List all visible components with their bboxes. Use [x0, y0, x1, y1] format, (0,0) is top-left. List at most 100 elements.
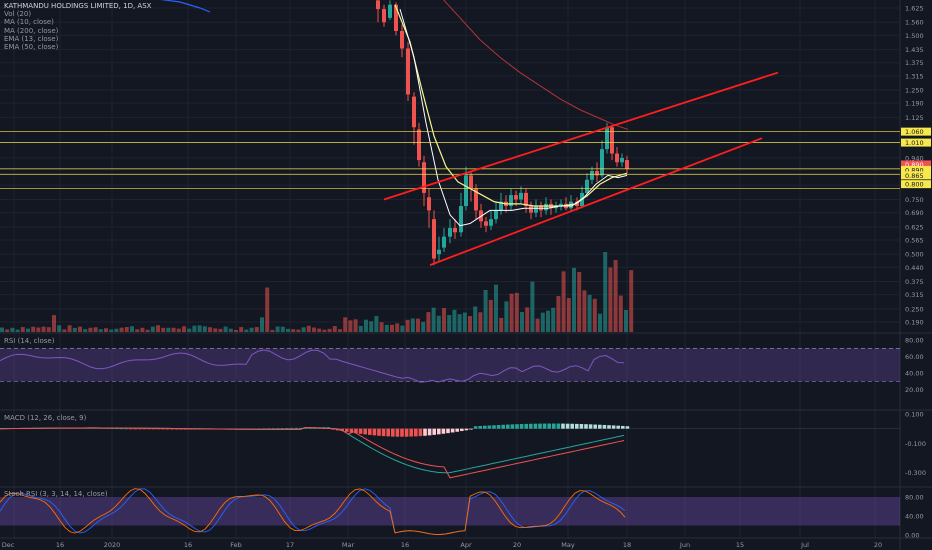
price-tag-label: 0.865	[905, 172, 924, 180]
legend-ema50[interactable]: EMA (50, close)	[4, 43, 59, 52]
volume-bar	[78, 326, 82, 332]
stoch-d-line	[0, 488, 626, 535]
macd-histogram-bar	[414, 428, 418, 437]
legend-ma200[interactable]: MA (200, close)	[4, 26, 59, 35]
stoch-pane-label[interactable]: Stoch RSI (3, 3, 14, 14, close)	[4, 490, 108, 498]
rsi-pane-label[interactable]: RSI (14, close)	[4, 337, 55, 345]
volume-bar	[57, 325, 62, 332]
candle-body	[388, 4, 392, 18]
rsi-axis-tick: 20.00	[905, 386, 924, 394]
macd-histogram-bar	[524, 423, 528, 429]
time-axis-label: 2020	[104, 541, 121, 549]
price-axis-tick: 0.500	[905, 251, 924, 259]
volume-bar	[286, 328, 290, 332]
legend-ma10[interactable]: MA (10, close)	[4, 18, 54, 27]
macd-histogram-bar	[575, 423, 579, 429]
volume-bar	[421, 321, 426, 332]
candle-body	[427, 197, 431, 211]
volume-bar	[124, 326, 129, 332]
candle-body	[484, 221, 488, 226]
macd-histogram-bar	[460, 428, 464, 432]
candle-body	[519, 192, 523, 200]
candle-body	[459, 206, 463, 233]
candle-body	[406, 48, 410, 95]
price-axis-tick: 1.435	[905, 46, 924, 54]
price-axis-tick: 0.440	[905, 264, 924, 272]
volume-bar	[525, 307, 530, 332]
macd-histogram-bar	[165, 428, 170, 430]
volume-bar	[36, 327, 41, 332]
volume-bar	[442, 308, 446, 332]
macd-histogram-bar	[345, 428, 349, 432]
candle-body	[534, 206, 538, 213]
macd-histogram-bar	[515, 424, 519, 429]
symbol-title[interactable]: KATHMANDU HOLDINGS LIMITED, 1D, ASX	[4, 2, 152, 10]
volume-bar	[483, 289, 488, 332]
macd-histogram-bar	[133, 428, 137, 430]
volume-bar	[182, 326, 186, 332]
macd-histogram-bar	[464, 428, 469, 431]
macd-histogram-bar	[446, 428, 450, 434]
volume-bar	[572, 267, 576, 332]
volume-bar	[135, 329, 140, 332]
macd-histogram-bar	[519, 424, 524, 429]
volume-bar	[426, 312, 431, 332]
volume-bar	[265, 287, 270, 332]
volume-bar	[10, 327, 15, 332]
volume-bar	[93, 327, 98, 332]
candle-body	[600, 149, 604, 176]
macd-histogram-bar	[455, 428, 459, 432]
volume-bar	[317, 328, 322, 332]
time-axis-label: 20	[874, 541, 882, 549]
rsi-axis-tick: 60.00	[905, 353, 924, 361]
volume-bar	[332, 326, 337, 332]
macd-histogram-bar	[128, 428, 133, 430]
volume-bar	[577, 272, 582, 332]
macd-histogram-bar	[257, 428, 262, 430]
legend-vol[interactable]: Vol (20)	[4, 10, 32, 19]
volume-bar	[52, 315, 56, 332]
volume-bar	[338, 329, 342, 332]
volume-bar	[41, 326, 46, 332]
macd-histogram-bar	[487, 425, 492, 429]
macd-histogram-bar	[625, 426, 630, 429]
macd-histogram-bar	[579, 424, 584, 429]
candle-body	[585, 179, 589, 193]
volume-bar	[156, 325, 160, 332]
price-axis-tick: 1.500	[905, 32, 924, 40]
volume-bar	[520, 311, 524, 332]
macd-histogram-bar	[271, 428, 275, 429]
legend-ema13[interactable]: EMA (13, close)	[4, 34, 59, 43]
volume-bar	[358, 325, 363, 332]
candle-body	[559, 203, 563, 207]
ema50-line	[160, 0, 211, 13]
macd-histogram-bar	[363, 428, 367, 435]
macd-histogram-bar	[289, 427, 294, 429]
rsi-band	[0, 348, 900, 382]
price-tag-label: 0.890	[905, 166, 924, 174]
volume-bar	[15, 329, 20, 332]
macd-histogram-bar	[161, 428, 165, 430]
candle-body	[544, 203, 548, 211]
candle-body	[524, 192, 528, 207]
volume-bar	[130, 326, 134, 332]
candle-body	[620, 157, 624, 163]
macd-pane-label[interactable]: MACD (12, 26, close, 9)	[4, 414, 87, 422]
volume-bar	[566, 298, 571, 332]
candle-body	[474, 188, 478, 211]
volume-bar	[104, 328, 108, 332]
candle-body	[509, 195, 513, 207]
macd-histogram-bar	[437, 428, 441, 435]
volume-bar	[514, 292, 519, 332]
macd-histogram-bar	[326, 427, 331, 429]
volume-bar	[535, 318, 540, 332]
volume-bar	[452, 309, 457, 332]
macd-histogram-bar	[381, 428, 386, 437]
price-axis-tick: 0.750	[905, 196, 924, 204]
price-tag	[901, 171, 931, 180]
price-axis-tick: 0.690	[905, 209, 924, 217]
price-tag-label: 1.010	[905, 139, 924, 147]
time-axis-label: Jun	[679, 541, 690, 549]
ma200-line	[443, 0, 629, 130]
